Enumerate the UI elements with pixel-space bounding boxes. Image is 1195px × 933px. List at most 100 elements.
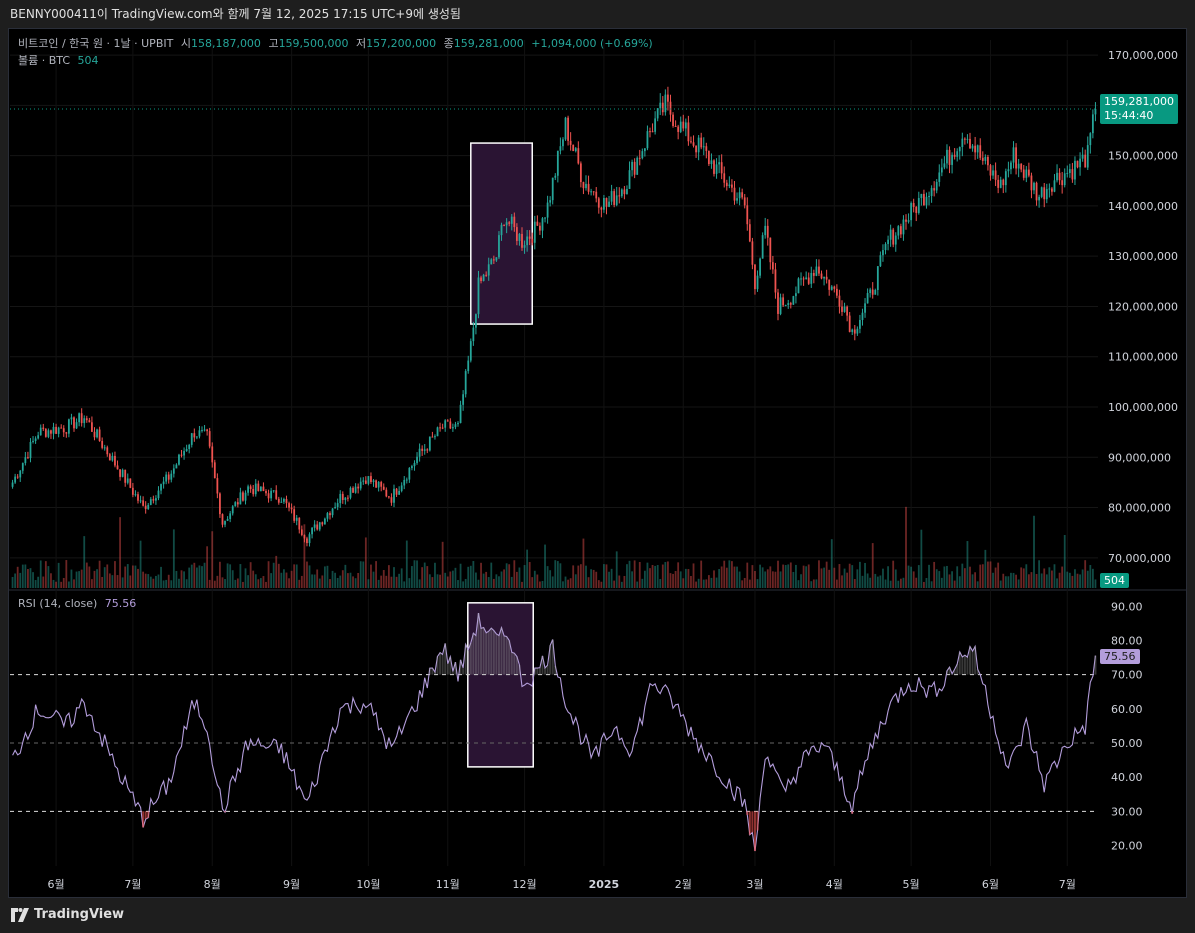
candle-body <box>221 514 224 525</box>
volume-bar <box>641 578 644 588</box>
volume-bar <box>331 570 334 588</box>
candle-body <box>833 286 836 289</box>
volume-bar <box>1004 576 1007 588</box>
volume-bar <box>1020 567 1023 588</box>
candle-body <box>178 454 180 465</box>
candle-body <box>579 163 582 183</box>
volume-bar <box>631 571 633 588</box>
candle-body <box>498 235 500 258</box>
volume-bar <box>303 524 306 588</box>
volume-tag: 504 <box>1100 573 1129 588</box>
candle-body <box>687 122 690 142</box>
candle-body <box>411 466 413 469</box>
candle-body <box>889 229 892 240</box>
candle-body <box>1056 172 1058 181</box>
candle-body <box>992 170 994 176</box>
volume-bar <box>249 562 252 588</box>
volume-bar <box>889 580 892 588</box>
candle-body <box>439 427 441 429</box>
candle-body <box>631 161 633 171</box>
candle-body <box>787 303 790 306</box>
volume-bar <box>818 560 820 588</box>
candle-body <box>549 200 552 203</box>
rsi-tick-label: 30.00 <box>1111 805 1143 818</box>
candle-body <box>1076 160 1079 168</box>
volume-bar <box>897 580 900 588</box>
candle-body <box>400 485 403 491</box>
candle-body <box>1091 114 1094 134</box>
volume-bar <box>920 529 923 588</box>
volume-bar <box>951 571 953 588</box>
volume-bar <box>1038 560 1041 588</box>
candle-body <box>928 195 930 197</box>
candle-body <box>587 183 590 192</box>
candle-body <box>403 479 406 486</box>
candle-body <box>1045 189 1048 200</box>
volume-bars <box>11 506 1097 588</box>
volume-bar <box>321 575 324 588</box>
volume-bar <box>728 560 731 588</box>
candle-body <box>864 303 866 313</box>
volume-bar <box>400 568 403 588</box>
volume-bar <box>526 549 529 588</box>
candle-body <box>475 314 477 328</box>
volume-bar <box>910 566 913 588</box>
candle-body <box>1002 179 1005 186</box>
volume-bar <box>536 574 539 588</box>
candle-body <box>802 278 805 280</box>
volume-bar <box>1053 564 1056 588</box>
rsi-line <box>12 613 1096 852</box>
candle-body <box>1038 196 1041 201</box>
volume-bar <box>339 575 342 588</box>
volume-bar <box>795 564 797 588</box>
candle-body <box>518 233 521 241</box>
volume-bar <box>252 570 255 588</box>
price-legend: 비트코인 / 한국 원 · 1날 · UPBIT 시158,187,000 고1… <box>18 35 653 51</box>
candle-body <box>444 420 447 428</box>
candle-body <box>1074 160 1076 180</box>
volume-bar <box>208 579 211 588</box>
volume-bar <box>956 566 959 588</box>
volume-bar <box>682 578 685 588</box>
volume-bar <box>787 564 790 588</box>
volume-bar <box>62 577 65 588</box>
candle-body <box>354 486 357 493</box>
candle-body <box>416 456 418 463</box>
volume-bar <box>539 581 541 588</box>
volume-bar <box>554 560 557 588</box>
volume-bar <box>969 566 971 588</box>
volume-bar <box>907 565 910 588</box>
volume-bar <box>989 561 992 588</box>
volume-bar <box>201 566 203 588</box>
volume-bar <box>439 574 441 588</box>
volume-bar <box>1086 570 1089 588</box>
volume-bar <box>57 562 60 588</box>
candle-body <box>1081 154 1084 159</box>
candle-body <box>669 101 672 115</box>
volume-bar <box>316 569 319 588</box>
candle-body <box>239 492 242 505</box>
volume-bar <box>917 565 920 588</box>
candle-body <box>492 259 495 261</box>
volume-bar <box>643 570 646 588</box>
volume-bar <box>672 573 674 588</box>
candle-body <box>969 138 971 149</box>
candle-body <box>485 274 488 276</box>
volume-bar <box>88 566 91 588</box>
candle-body <box>244 492 247 501</box>
tradingview-logo[interactable]: TradingView <box>10 903 124 927</box>
volume-bar <box>475 572 477 588</box>
volume-bar <box>894 569 897 588</box>
volume-bar <box>21 564 24 588</box>
candle-body <box>672 114 674 126</box>
volume-bar <box>807 564 810 588</box>
volume-bar <box>874 573 877 588</box>
candle-body <box>567 117 569 141</box>
candle-body <box>482 274 485 282</box>
candle-body <box>856 328 859 334</box>
candle-body <box>62 428 65 433</box>
candle-body <box>651 131 654 133</box>
candle-body <box>101 441 104 448</box>
volume-bar <box>67 581 70 588</box>
